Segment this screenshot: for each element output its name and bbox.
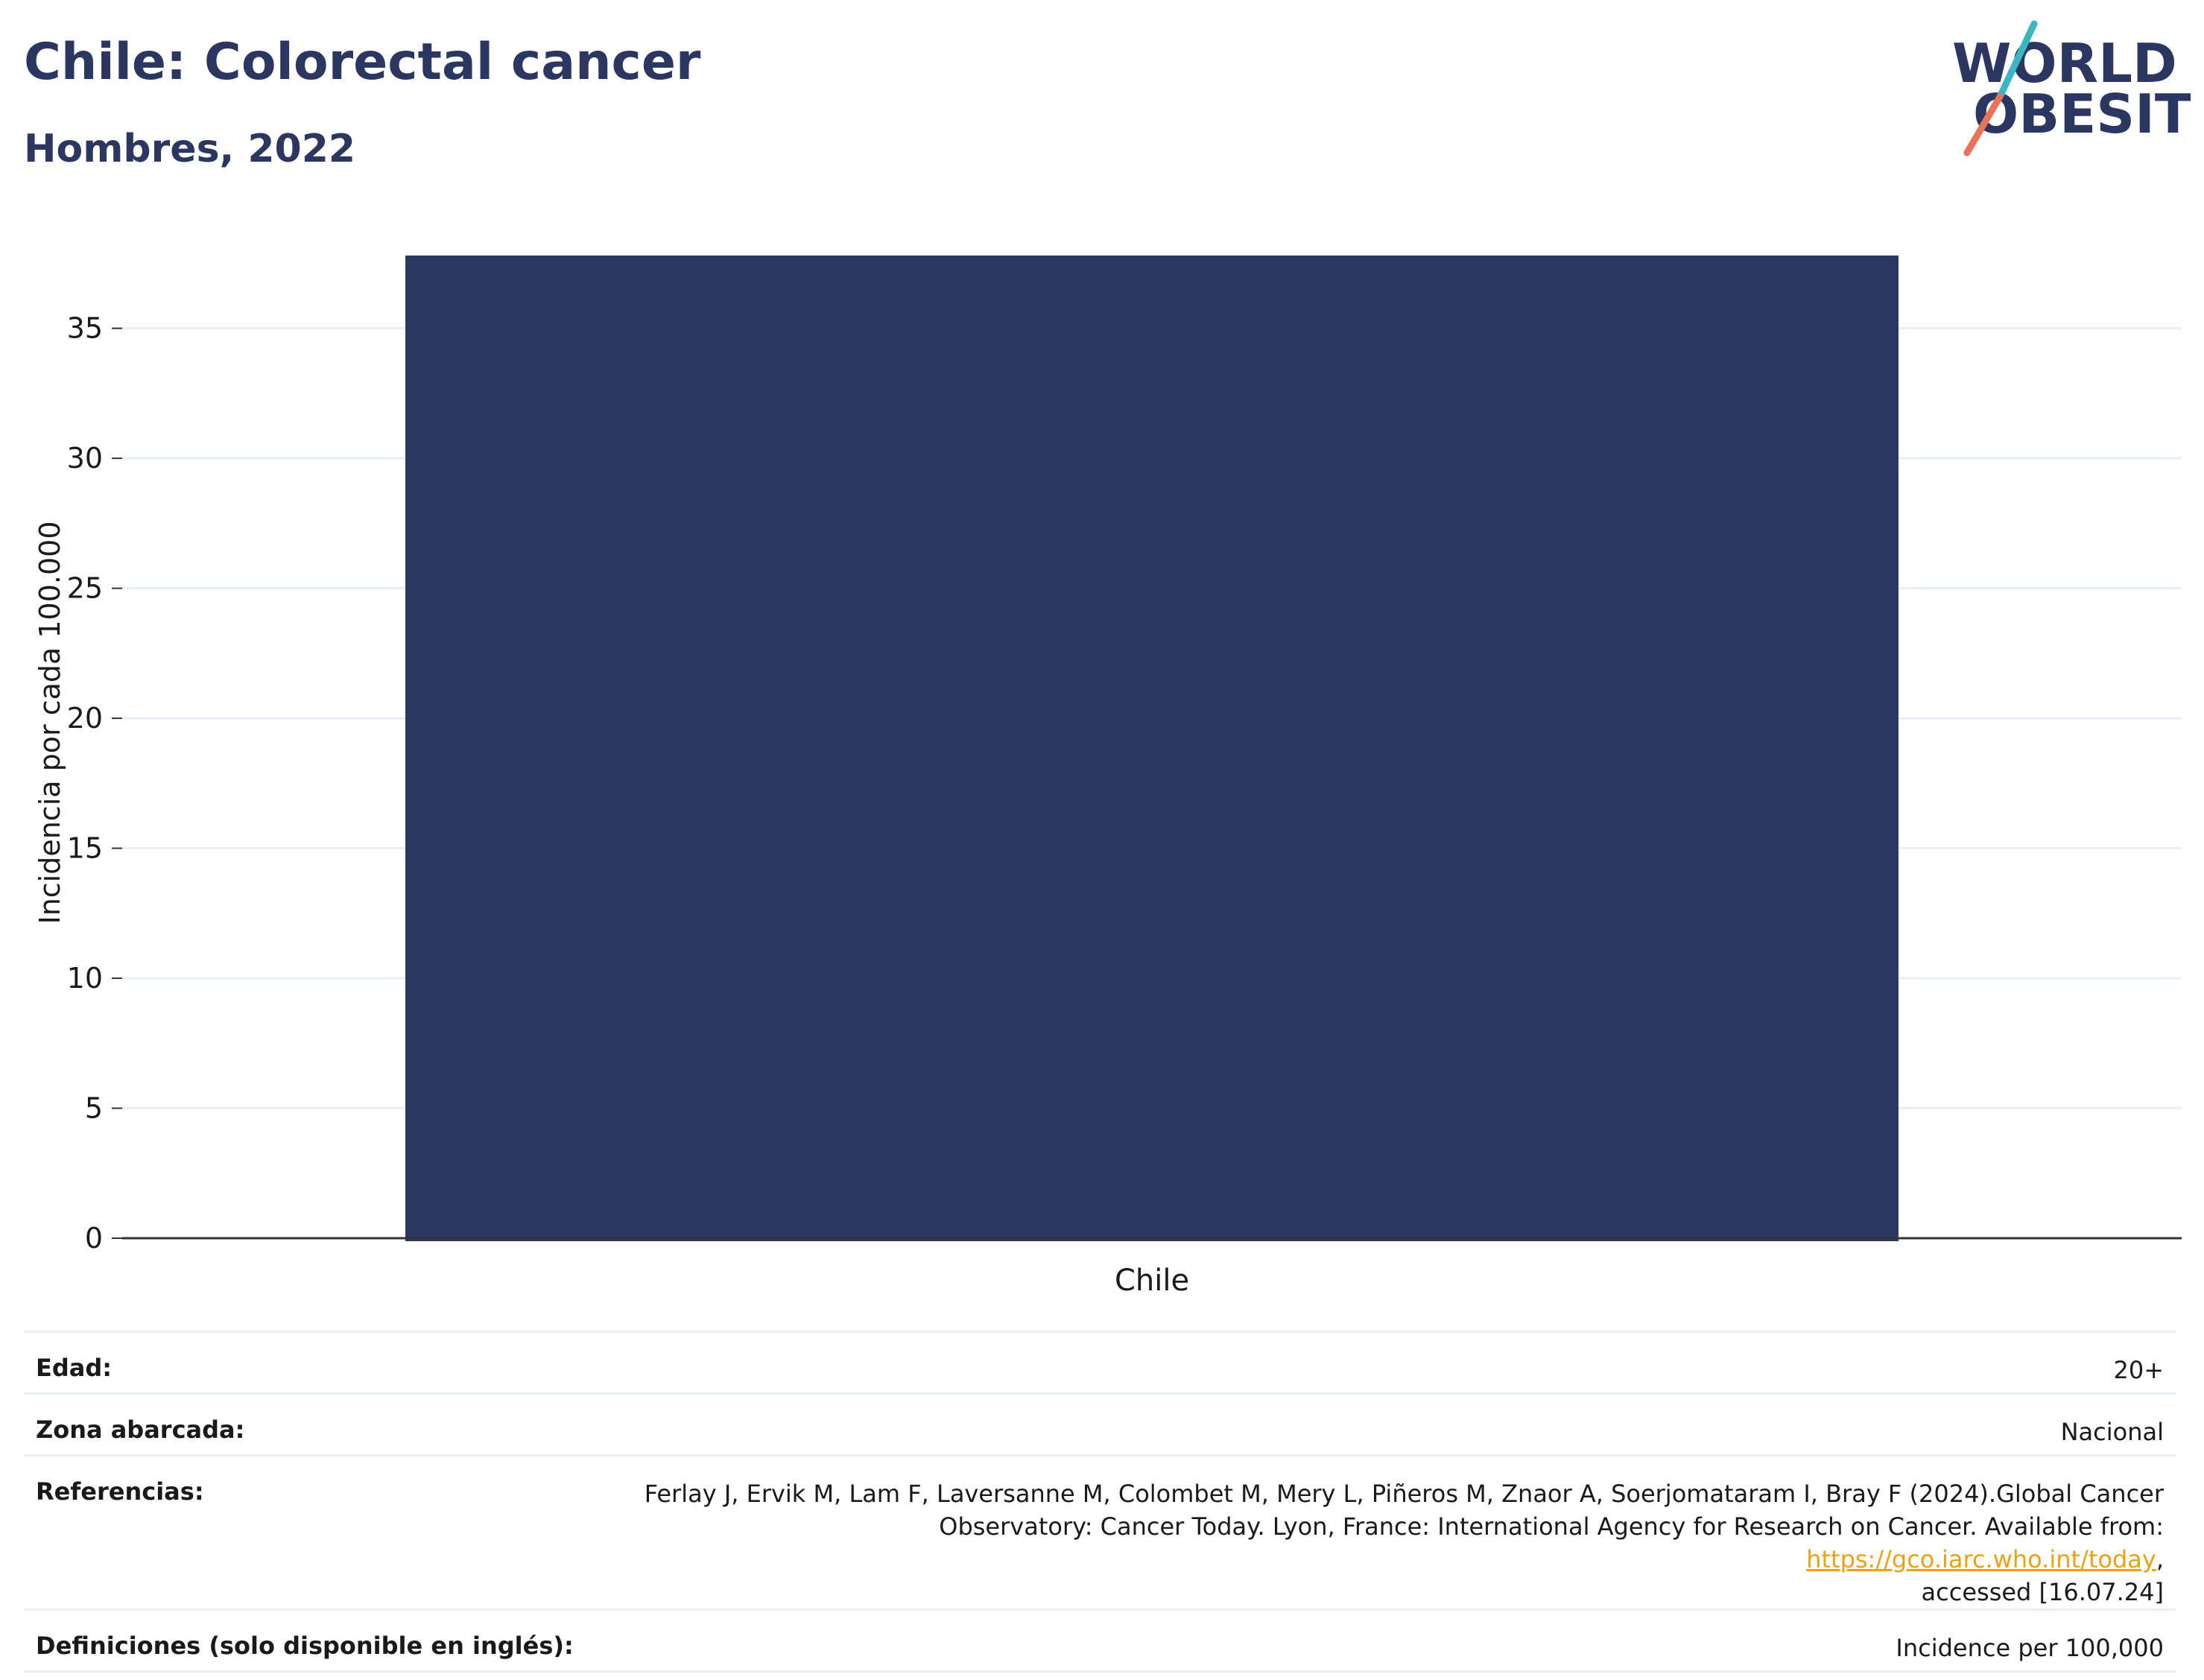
age-label: Edad: [24, 1331, 586, 1394]
definitions-label: Definiciones (solo disponible en inglés)… [24, 1608, 586, 1673]
y-tick-label: 20 [67, 702, 103, 735]
logo-text-world: WORLD [1952, 32, 2177, 95]
logo-slash-top [1996, 20, 2038, 101]
y-tick-label: 10 [67, 962, 103, 995]
chart-title: Chile: Colorectal cancer [24, 33, 701, 92]
y-tick-label: 30 [67, 442, 103, 475]
meta-row-references: Referencias: Ferlay J, Ervik M, Lam F, L… [24, 1454, 2176, 1610]
meta-row-definitions: Definiciones (solo disponible en inglés)… [24, 1608, 2176, 1673]
logo-text-obesity: OBESITY [1973, 83, 2191, 145]
y-tick-label: 15 [67, 832, 103, 865]
references-text-4: accessed [16.07.24] [1921, 1578, 2164, 1606]
area-label: Zona abarcada: [24, 1392, 586, 1456]
meta-row-age: Edad: 20+ [24, 1331, 2176, 1394]
area-value: Nacional [585, 1392, 2176, 1456]
chart-subtitle: Hombres, 2022 [24, 127, 356, 171]
y-tick-label: 0 [85, 1222, 103, 1255]
age-value: 20+ [585, 1331, 2176, 1394]
y-tick-label: 35 [67, 312, 103, 345]
definitions-value: Incidence per 100,000 [585, 1608, 2176, 1673]
bar-chile[interactable] [405, 255, 1899, 1241]
references-text-1: Ferlay J, Ervik M, Lam F, Laversanne M, … [644, 1480, 2164, 1508]
y-axis-label: Incidencia por cada 100.000 [34, 521, 66, 924]
y-tick-label: 25 [67, 572, 103, 605]
metadata-table: Edad: 20+ Zona abarcada: Nacional Refere… [24, 1331, 2176, 1673]
meta-row-area: Zona abarcada: Nacional [24, 1392, 2176, 1456]
references-link[interactable]: https://gco.iarc.who.int/today [1806, 1545, 2156, 1573]
bar-chart: 0 5 10 15 20 25 30 35 Chile Incidencia por cada … [34, 255, 2182, 1298]
references-text-2: Observatory: Cancer Today. Lyon, France:… [939, 1512, 2164, 1541]
x-tick-label: Chile [1115, 1264, 1189, 1298]
axes: 0 5 10 15 20 25 30 35 Chile [67, 312, 2182, 1298]
references-label: Referencias: [24, 1454, 586, 1610]
logo-slash-bottom [1963, 93, 2004, 156]
bars [405, 255, 1899, 1241]
references-value: Ferlay J, Ervik M, Lam F, Laversanne M, … [585, 1454, 2176, 1610]
references-text-3: , [2156, 1545, 2164, 1573]
world-obesity-logo: WORLD OBESITY [1952, 20, 2191, 156]
y-tick-label: 5 [85, 1092, 103, 1125]
